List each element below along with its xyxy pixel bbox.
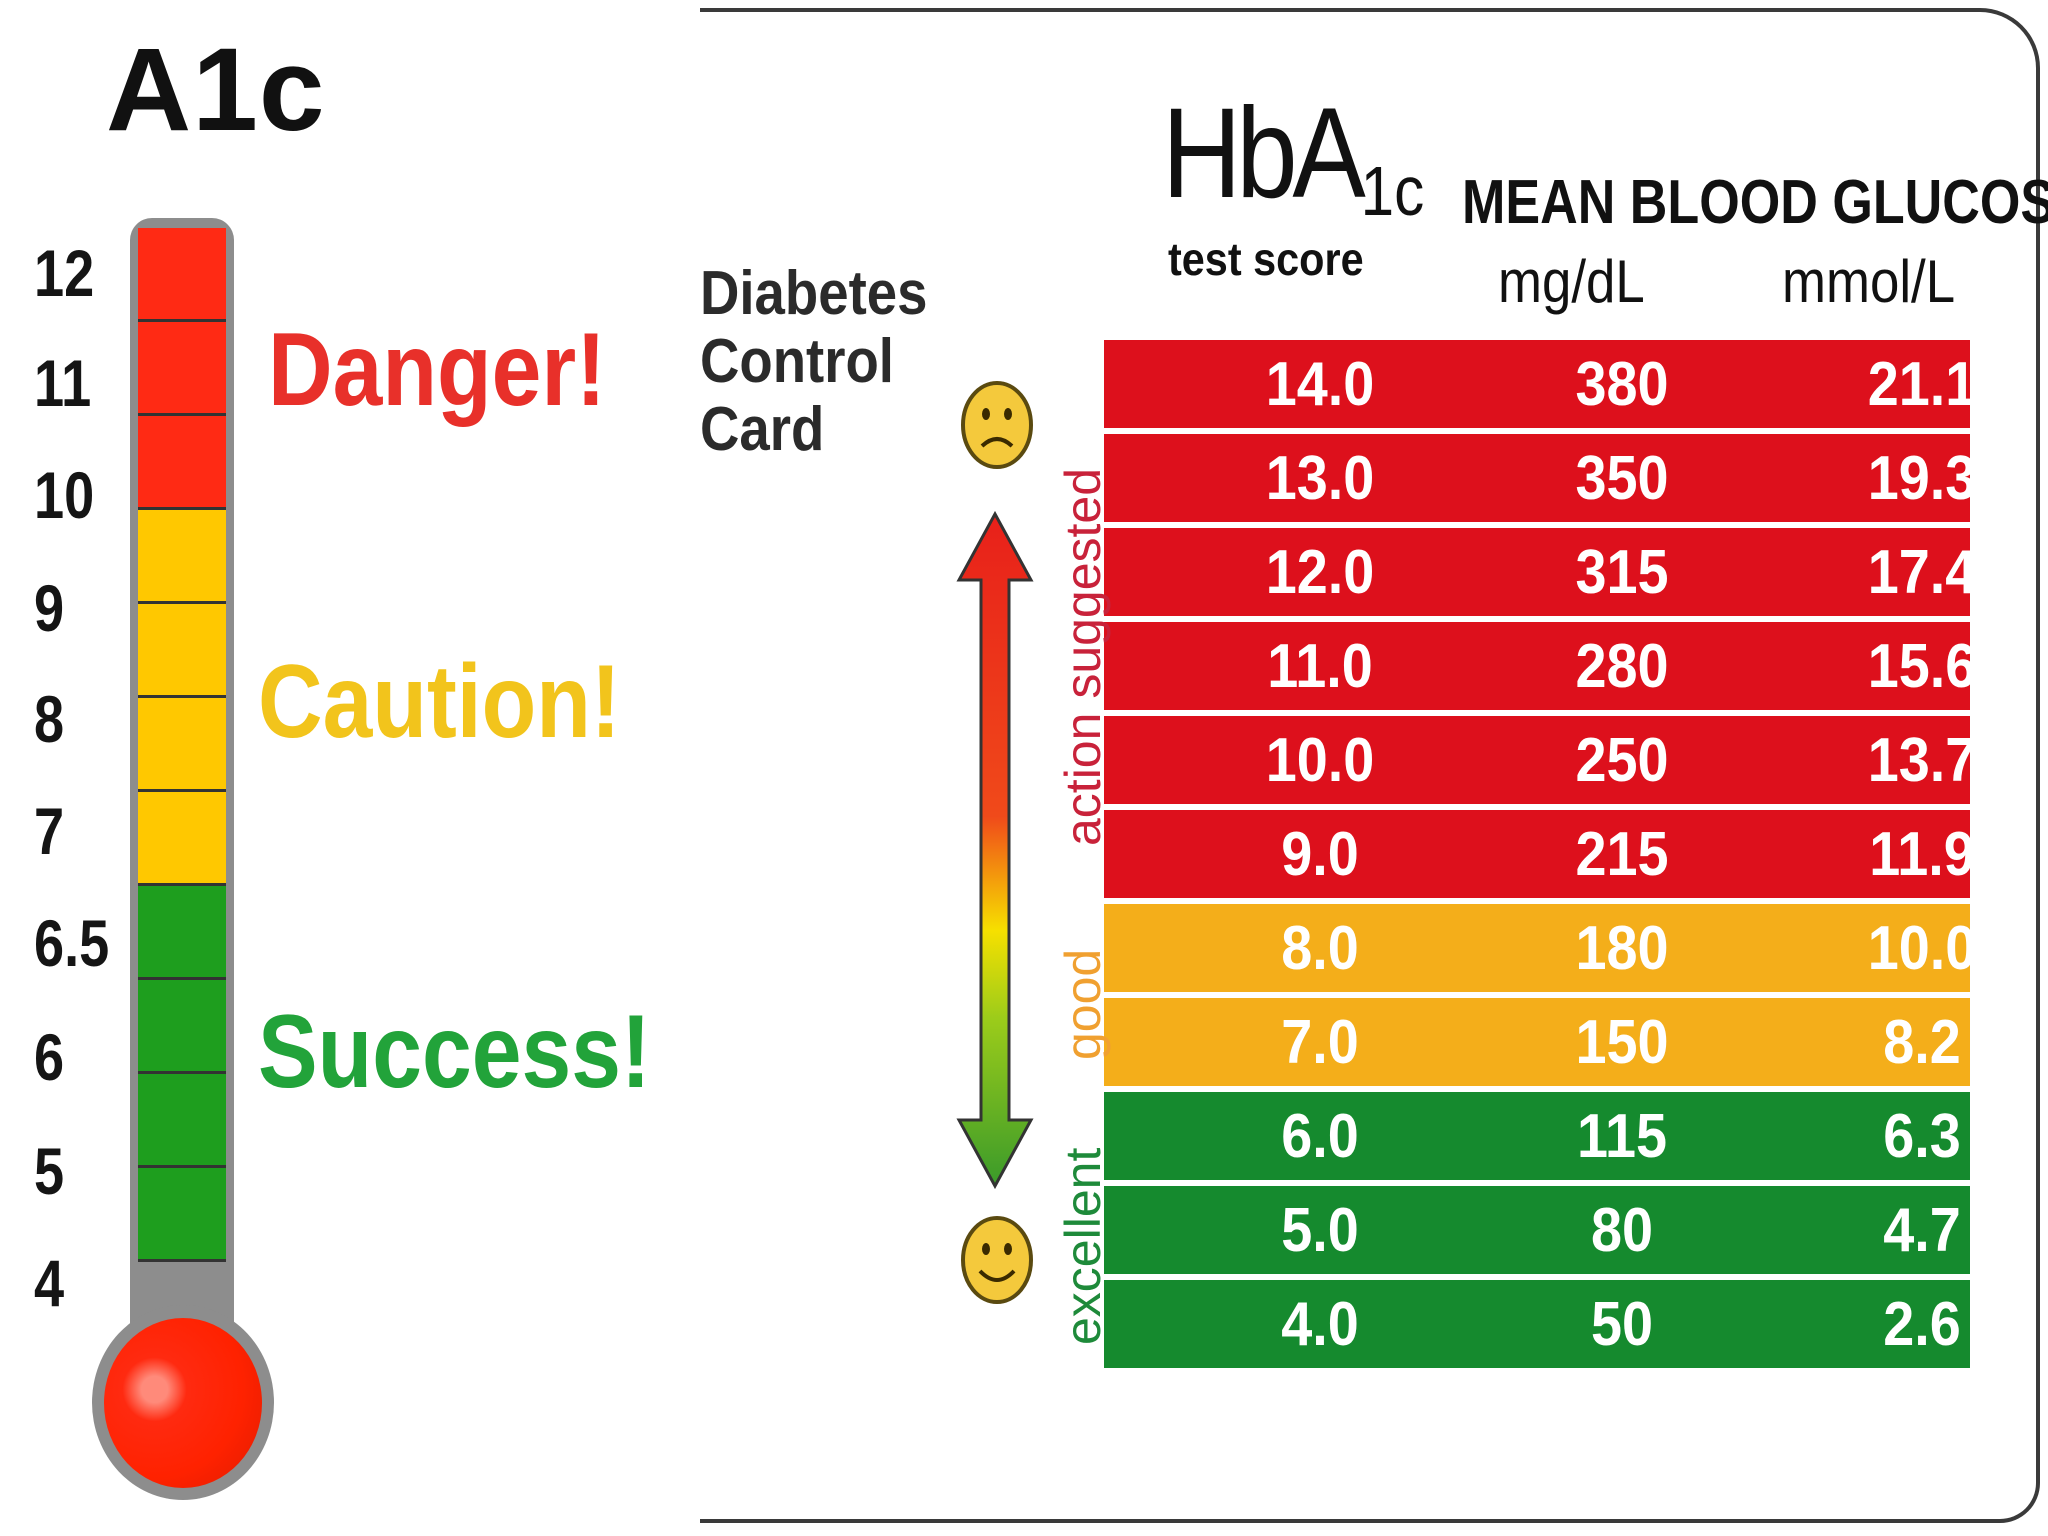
mg-dl-cell: 315: [1575, 538, 1669, 607]
thermometer-tick-label: 10: [34, 458, 95, 532]
zone-label-caution: Caution!: [258, 644, 621, 760]
thermometer-title: A1c: [106, 24, 326, 156]
hba1c-main: HbA: [1162, 82, 1366, 225]
card-title: Diabetes Control Card: [700, 260, 927, 464]
thermometer-segment: [138, 886, 226, 980]
thermometer-tick-label: 11: [34, 346, 92, 420]
hba1c-cell: 11.0: [1267, 632, 1373, 701]
thermometer-tick-label: 8: [34, 682, 65, 756]
thermometer-segment: [138, 322, 226, 416]
hba1c-cell: 6.0: [1281, 1102, 1359, 1171]
hba1c-cell: 14.0: [1265, 350, 1375, 419]
hba1c-cell: 4.0: [1281, 1290, 1359, 1359]
thermometer-segment: [138, 698, 226, 792]
mmol-l-cell: 6.3: [1883, 1102, 1961, 1171]
table-row: 8.0 180 10.0: [1104, 904, 1976, 992]
band-label-excellent: excellent: [1055, 1147, 1111, 1345]
double-arrow-icon: [956, 510, 1034, 1190]
hba1c-cell: 7.0: [1281, 1008, 1359, 1077]
sad-face-icon: [961, 381, 1033, 469]
band-label-action-suggested: action suggested: [1055, 467, 1111, 846]
hba1c-cell: 13.0: [1265, 444, 1375, 513]
table-row: 4.0 50 2.6: [1104, 1280, 1970, 1368]
hba1c-cell: 5.0: [1281, 1196, 1359, 1265]
thermometer-segment: [138, 1074, 226, 1168]
table-row: 13.0 350 19.3: [1104, 434, 1976, 522]
zone-label-danger: Danger!: [268, 312, 606, 428]
zone-label-success: Success!: [258, 994, 651, 1110]
table-row: 10.0 250 13.7: [1104, 716, 1976, 804]
mg-dl-cell: 215: [1575, 820, 1669, 889]
thermometer-segment: [138, 228, 226, 322]
hba1c-cell: 8.0: [1281, 914, 1359, 983]
mmol-l-cell: 8.2: [1883, 1008, 1961, 1077]
mmol-l-cell: 17.4: [1867, 538, 1977, 607]
thermometer-bulb: [104, 1318, 262, 1488]
thermometer-segment: [138, 1168, 226, 1262]
test-score-label: test score: [1168, 233, 1364, 285]
mmol-l-cell: 10.0: [1867, 914, 1977, 983]
thermometer-tick-label: 4: [34, 1246, 65, 1320]
hba1c-subscript: 1c: [1360, 152, 1425, 230]
thermometer-tick-label: 5: [34, 1134, 65, 1208]
mg-dl-cell: 280: [1575, 632, 1669, 701]
mg-dl-cell: 50: [1590, 1290, 1654, 1359]
thermometer-tick-label: 12: [34, 236, 95, 310]
mean-blood-glucose-header: MEAN BLOOD GLUCOSE: [1462, 168, 2048, 237]
mmol-l-cell: 19.3: [1867, 444, 1977, 513]
thermometer-tick-label: 7: [34, 794, 65, 868]
hba1c-heading: HbA1c: [1162, 90, 1424, 227]
happy-face-icon: [961, 1216, 1033, 1304]
card-title-line: Card: [700, 395, 825, 464]
control-card-frame: [700, 8, 2040, 1523]
mg-dl-header: mg/dL: [1498, 248, 1645, 315]
mmol-l-header: mmol/L: [1782, 248, 1956, 315]
card-title-line: Diabetes: [700, 259, 928, 328]
table-row: 11.0 280 15.6: [1104, 622, 1976, 710]
hba1c-cell: 10.0: [1265, 726, 1375, 795]
table-row: 12.0 315 17.4: [1104, 528, 1976, 616]
mg-dl-cell: 250: [1575, 726, 1669, 795]
mmol-l-cell: 21.1: [1867, 350, 1977, 419]
thermometer-segment: [138, 980, 226, 1074]
table-row: 9.0 215 11.9: [1104, 810, 1975, 898]
mmol-l-cell: 15.6: [1867, 632, 1977, 701]
mmol-l-cell: 13.7: [1867, 726, 1977, 795]
thermometer-tick-label: 6.5: [34, 906, 110, 980]
thermometer-segment: [138, 510, 226, 604]
mg-dl-cell: 350: [1575, 444, 1669, 513]
thermometer-tick-label: 6: [34, 1020, 65, 1094]
card-title-line: Control: [700, 327, 894, 396]
thermometer-tick-label: 9: [34, 571, 65, 645]
mg-dl-cell: 180: [1575, 914, 1669, 983]
hba1c-cell: 9.0: [1281, 820, 1359, 889]
mg-dl-cell: 115: [1576, 1102, 1668, 1171]
mg-dl-cell: 80: [1590, 1196, 1654, 1265]
mmol-l-cell: 2.6: [1883, 1290, 1961, 1359]
thermometer-segment: [138, 416, 226, 510]
table-row: 14.0 380 21.1: [1104, 340, 1976, 428]
mg-dl-cell: 380: [1575, 350, 1669, 419]
table-row: 5.0 80 4.7: [1104, 1186, 1970, 1274]
table-row: 7.0 150 8.2: [1104, 998, 1970, 1086]
hba1c-cell: 12.0: [1265, 538, 1375, 607]
thermometer-segment: [138, 792, 226, 886]
mmol-l-cell: 4.7: [1883, 1196, 1961, 1265]
mg-dl-cell: 150: [1575, 1008, 1669, 1077]
thermometer-segment: [138, 604, 226, 698]
band-label-good: good: [1055, 948, 1111, 1060]
mmol-l-cell: 11.9: [1869, 820, 1975, 889]
table-row: 6.0 115 6.3: [1104, 1092, 1970, 1180]
